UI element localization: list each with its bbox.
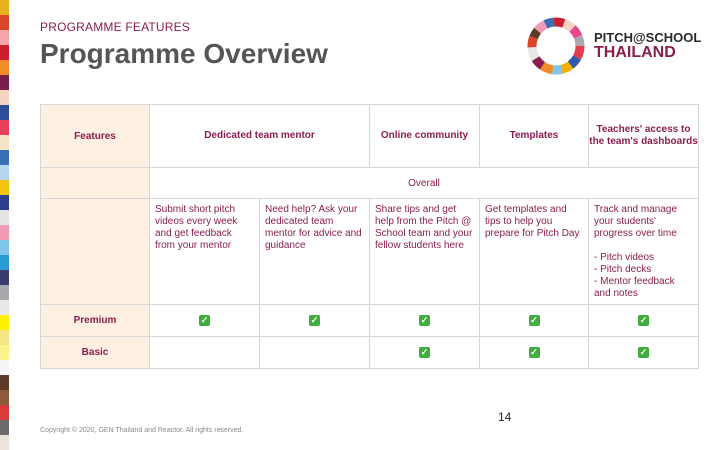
check-cell: ✓ [369,304,480,337]
description-mentor-feedback: Submit short pitch videos every week and… [149,198,260,305]
description-label-cell [40,198,150,305]
column-header-mentor: Dedicated team mentor [149,104,370,168]
check-cell: ✓ [369,336,480,369]
check-cell: ✓ [259,304,370,337]
table-row-premium: Premium ✓ ✓ ✓ ✓ ✓ [40,304,699,337]
row-label-basic: Basic [40,336,150,369]
row-label-premium: Premium [40,304,150,337]
description-mentor-guidance: Need help? Ask your dedicated team mento… [259,198,370,305]
checkmark-icon: ✓ [309,315,320,326]
list-item: - Mentor feedback and notes [594,276,675,299]
check-cell: ✓ [588,336,699,369]
list-item: - Pitch videos [594,252,655,263]
page-number: 14 [498,410,512,424]
pitch-at-school-logo: PITCH@SCHOOL THAILAND [524,14,704,78]
checkmark-icon: ✓ [638,347,649,358]
list-item: - Pitch decks [594,264,652,275]
decorative-color-strip [0,0,9,450]
table-header-row: Features Dedicated team mentor Online co… [40,104,699,168]
page-title: Programme Overview [40,38,328,69]
checkmark-icon: ✓ [419,347,430,358]
check-cell [149,336,260,369]
table-row-basic: Basic ✓ ✓ ✓ [40,336,699,369]
overall-label-cell [40,167,150,199]
logo-wordmark-top: PITCH@SCHOOL [594,30,702,45]
check-cell: ✓ [479,336,589,369]
checkmark-icon: ✓ [528,347,540,358]
check-cell: ✓ [479,304,589,337]
checkmark-icon: ✓ [199,315,210,326]
logo-ring-icon [527,17,585,75]
column-header-templates: Templates [479,104,589,168]
overall-row: Overall [40,167,699,199]
description-templates: Get templates and tips to help you prepa… [479,198,589,305]
description-community: Share tips and get help from the Pitch @… [369,198,480,305]
dashboards-intro: Track and manage your students' progress… [594,204,678,239]
description-row: Submit short pitch videos every week and… [40,198,699,305]
dashboards-list: - Pitch videos - Pitch decks - Mentor fe… [594,252,693,300]
check-cell: ✓ [588,304,699,337]
checkmark-icon: ✓ [528,315,540,326]
description-dashboards: Track and manage your students' progress… [588,198,699,305]
features-table: Features Dedicated team mentor Online co… [40,104,699,369]
checkmark-icon: ✓ [419,315,430,326]
section-eyebrow: PROGRAMME FEATURES [40,20,191,34]
column-header-dashboards: Teachers' access to the team's dashboard… [588,104,699,168]
column-header-community: Online community [369,104,480,168]
features-header-cell: Features [40,104,150,168]
check-cell [259,336,370,369]
copyright-notice: Copyright © 2020, GEN Thailand and React… [40,427,244,434]
check-cell: ✓ [149,304,260,337]
checkmark-icon: ✓ [638,315,649,326]
overall-label: Overall [149,167,699,199]
logo-wordmark-bottom: THAILAND [594,44,676,61]
